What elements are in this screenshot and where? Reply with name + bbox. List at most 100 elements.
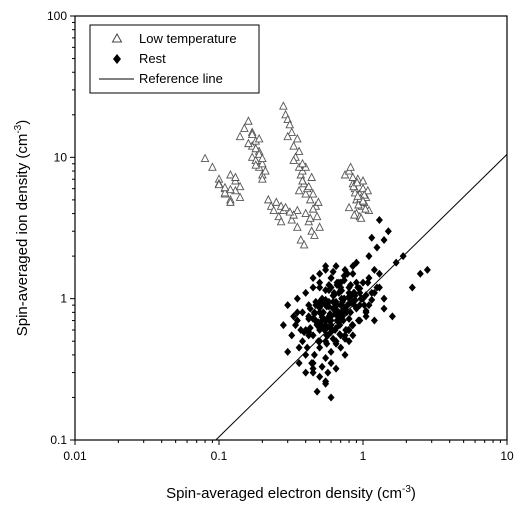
low-temperature-point <box>258 153 267 163</box>
rest-point <box>316 278 324 287</box>
low-temperature-point <box>226 197 235 206</box>
rest-point <box>340 303 348 312</box>
rest-point <box>293 308 301 317</box>
rest-point <box>305 328 313 337</box>
rest-point <box>318 313 326 322</box>
low-temperature-point <box>214 179 224 189</box>
rest-point <box>365 274 373 283</box>
low-temperature-point <box>283 131 293 141</box>
rest-point <box>384 227 392 236</box>
legend-label-reference-line: Reference line <box>139 71 223 86</box>
rest-point <box>362 291 370 300</box>
rest-point <box>345 314 353 323</box>
low-temperature-point <box>353 191 363 200</box>
x-tick-label: 0.1 <box>211 449 228 463</box>
low-temperature-point <box>200 153 210 163</box>
low-temperature-point <box>235 181 245 191</box>
rest-point <box>336 330 344 339</box>
rest-point <box>368 295 376 304</box>
low-temperature-point <box>281 202 290 212</box>
rest-point <box>349 321 357 330</box>
rest-point <box>388 312 396 321</box>
low-temperature-point <box>269 205 279 215</box>
low-temperature-point <box>348 172 358 181</box>
rest-point <box>305 301 313 310</box>
low-temperature-point <box>340 170 350 179</box>
rest-point <box>373 283 381 292</box>
rest-point <box>325 316 333 325</box>
y-axis-title: Spin-averaged ion density (cm-3) <box>13 120 31 337</box>
rest-point <box>327 359 335 368</box>
rest-point <box>347 298 355 307</box>
rest-point <box>323 302 331 311</box>
rest-point <box>375 216 383 225</box>
low-temperature-point <box>312 211 322 221</box>
rest-point <box>356 301 364 310</box>
rest-point <box>345 283 353 292</box>
rest-point <box>365 301 373 310</box>
rest-point <box>309 331 317 340</box>
rest-point <box>370 316 378 325</box>
rest-point <box>347 308 355 317</box>
rest-point <box>332 337 340 346</box>
low-temperature-point <box>279 101 288 110</box>
rest-point <box>350 288 358 297</box>
rest-point <box>305 314 313 323</box>
low-temperature-point <box>299 239 309 249</box>
rest-point <box>327 274 335 283</box>
rest-point <box>380 294 388 303</box>
low-temperature-point <box>294 185 304 195</box>
rest-point <box>345 337 353 346</box>
rest-point <box>316 343 324 352</box>
rest-point <box>362 306 370 315</box>
rest-point <box>293 316 301 325</box>
low-temperature-point <box>346 162 355 171</box>
plot-frame <box>74 15 508 441</box>
rest-point <box>333 280 341 289</box>
rest-point <box>327 328 335 337</box>
low-temperature-point <box>254 133 264 143</box>
reference-line <box>215 153 508 441</box>
rest-point <box>279 321 287 330</box>
rest-point <box>333 309 341 318</box>
rest-point <box>309 364 317 373</box>
rest-point <box>352 278 360 287</box>
rest-point <box>322 377 330 386</box>
y-tick-label: 0.1 <box>50 433 67 447</box>
y-tick-label: 100 <box>47 9 67 23</box>
low-temperature-point <box>356 213 366 222</box>
low-temperature-point <box>287 127 297 136</box>
low-temperature-point <box>298 176 307 185</box>
low-temperature-point <box>352 177 362 187</box>
rest-point <box>356 288 364 297</box>
low-temperature-point <box>247 129 257 138</box>
legend-label-rest: Rest <box>139 51 166 66</box>
low-temperature-point <box>261 166 270 175</box>
rest-point <box>340 271 348 280</box>
rest-point <box>303 343 311 352</box>
low-temperature-point <box>358 183 368 193</box>
low-temperature-point <box>289 141 299 150</box>
low-temperature-point <box>305 213 315 222</box>
rest-point <box>375 269 383 278</box>
y-tick-label: 1 <box>60 292 67 306</box>
rest-point <box>341 331 349 340</box>
rest-point <box>322 354 330 363</box>
rest-point <box>349 331 357 340</box>
legend-marker-low-temperature <box>111 32 123 43</box>
rest-point <box>332 324 340 333</box>
rest-point <box>340 276 348 285</box>
rest-point <box>416 269 424 278</box>
rest-point <box>356 316 364 325</box>
rest-point <box>290 312 298 321</box>
rest-point <box>332 364 340 373</box>
rest-point <box>310 309 318 318</box>
rest-point <box>309 359 317 368</box>
x-axis-title: Spin-averaged electron density (cm-3) <box>166 484 416 502</box>
rest-point <box>293 294 301 303</box>
low-temperature-point <box>296 235 306 244</box>
low-temperature-point <box>244 138 253 148</box>
low-temperature-point <box>235 131 245 141</box>
rest-point <box>310 350 318 359</box>
